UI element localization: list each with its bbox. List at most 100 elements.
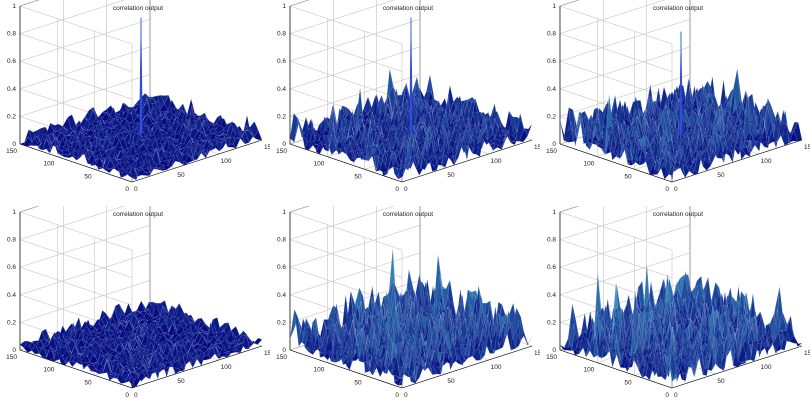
z-tick-label: 0.8 (547, 31, 556, 38)
z-tick-label: 0.6 (7, 58, 16, 65)
z-tick-label: 0.4 (547, 86, 556, 93)
surface-plot: 00.20.40.60.81050100150050100150correlat… (276, 0, 540, 193)
subplot-title: correlation output (113, 5, 163, 12)
subplot-title: correlation output (383, 5, 433, 12)
surface-plot: 00.20.40.60.81050100150050100150correlat… (546, 0, 810, 193)
y-tick-label: 50 (624, 173, 632, 180)
x-tick-label: 0 (404, 186, 408, 193)
y-tick-label: 150 (276, 148, 287, 155)
y-tick-label: 150 (6, 354, 17, 361)
y-tick-label: 100 (313, 367, 324, 374)
x-tick-label: 100 (491, 158, 502, 165)
y-tick-label: 150 (546, 148, 557, 155)
y-tick-label: 150 (6, 148, 17, 155)
x-tick-label: 0 (134, 392, 138, 399)
z-tick-label: 0.6 (277, 58, 286, 65)
z-tick-label: 0 (12, 141, 16, 148)
x-tick-label: 150 (804, 144, 810, 151)
z-tick-label: 1 (12, 3, 16, 10)
y-tick-label: 50 (84, 379, 92, 386)
z-tick-label: 1 (552, 3, 556, 10)
z-tick-label: 0.4 (7, 292, 16, 299)
z-tick-label: 0.6 (7, 264, 16, 271)
subplot-4: 00.20.40.60.81050100150050100150correlat… (0, 206, 270, 412)
z-tick-label: 0.2 (547, 113, 556, 120)
x-tick-label: 50 (447, 378, 455, 385)
z-tick-label: 0.2 (7, 319, 16, 326)
z-tick-label: 1 (282, 3, 286, 10)
z-tick-label: 0.8 (7, 237, 16, 244)
z-tick-label: 0 (12, 347, 16, 354)
y-tick-label: 100 (583, 161, 594, 168)
y-tick-label: 0 (125, 186, 129, 193)
subplot-1: 00.20.40.60.81050100150050100150correlat… (0, 0, 270, 206)
y-tick-label: 50 (84, 173, 92, 180)
axis-lines (19, 6, 263, 183)
surface (19, 93, 263, 181)
x-tick-label: 150 (534, 350, 540, 357)
x-tick-label: 50 (447, 172, 455, 179)
z-tick-label: 0.8 (7, 31, 16, 38)
y-tick-label: 100 (43, 161, 54, 168)
subplot-title: correlation output (653, 5, 703, 12)
y-tick-label: 150 (276, 354, 287, 361)
x-tick-label: 0 (674, 186, 678, 193)
x-tick-label: 100 (221, 364, 232, 371)
z-tick-label: 0 (282, 141, 286, 148)
subplot-title: correlation output (383, 211, 433, 218)
surface-patch (523, 331, 533, 346)
y-tick-label: 100 (43, 367, 54, 374)
x-tick-label: 100 (491, 364, 502, 371)
x-tick-label: 100 (761, 158, 772, 165)
axis-lines (19, 212, 263, 389)
y-tick-label: 0 (395, 392, 399, 399)
y-tick-label: 50 (354, 379, 362, 386)
subplot-6: 00.20.40.60.81050100150050100150correlat… (540, 206, 810, 412)
subplot-3: 00.20.40.60.81050100150050100150correlat… (540, 0, 810, 206)
surface-plot: 00.20.40.60.81050100150050100150correlat… (276, 206, 540, 399)
surface (289, 248, 533, 386)
surface-patch (253, 130, 263, 141)
axis-lines (559, 6, 803, 183)
surface (559, 68, 803, 183)
z-tick-label: 0.2 (7, 113, 16, 120)
y-tick-label: 100 (313, 161, 324, 168)
x-tick-label: 150 (264, 350, 270, 357)
z-tick-label: 0.4 (277, 86, 286, 93)
y-tick-label: 50 (354, 173, 362, 180)
z-tick-label: 1 (12, 209, 16, 216)
surface-patch (523, 123, 533, 137)
subplot-2: 00.20.40.60.81050100150050100150correlat… (270, 0, 540, 206)
subplot-title: correlation output (113, 211, 163, 218)
z-tick-label: 0 (552, 141, 556, 148)
z-tick-label: 0 (282, 347, 286, 354)
surface (289, 68, 533, 180)
z-tick-label: 1 (282, 209, 286, 216)
correlation-peak (679, 31, 683, 136)
z-tick-label: 0.8 (277, 31, 286, 38)
z-tick-label: 0.4 (7, 86, 16, 93)
correlation-peak (139, 17, 143, 136)
z-tick-label: 0.4 (277, 292, 286, 299)
y-tick-label: 0 (665, 186, 669, 193)
subplot-5: 00.20.40.60.81050100150050100150correlat… (270, 206, 540, 412)
z-tick-label: 0.2 (277, 113, 286, 120)
x-tick-label: 100 (221, 158, 232, 165)
z-tick-label: 0.8 (277, 237, 286, 244)
axis-lines (289, 6, 533, 183)
surface-plot: 00.20.40.60.81050100150050100150correlat… (6, 206, 270, 399)
correlation-peak (409, 17, 413, 136)
surface (19, 300, 263, 388)
surface-plot: 00.20.40.60.81050100150050100150correlat… (546, 206, 810, 399)
y-tick-label: 0 (125, 392, 129, 399)
z-tick-label: 0.6 (277, 264, 286, 271)
surface-plot: 00.20.40.60.81050100150050100150correlat… (6, 0, 270, 193)
y-tick-label: 0 (395, 186, 399, 193)
axis-lines (289, 212, 533, 389)
x-tick-label: 150 (534, 144, 540, 151)
x-tick-label: 0 (134, 186, 138, 193)
x-tick-label: 150 (264, 144, 270, 151)
x-tick-label: 0 (404, 392, 408, 399)
x-tick-label: 50 (177, 172, 185, 179)
